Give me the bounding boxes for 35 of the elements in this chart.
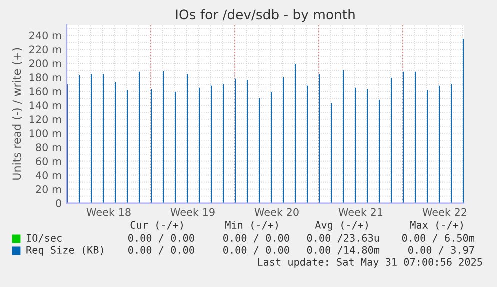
y-tick-label: 120 m bbox=[30, 116, 62, 124]
text: Max (-/+) bbox=[410, 221, 463, 230]
x-tick-label: Week 22 bbox=[422, 208, 467, 216]
y-tick-label: 240 m bbox=[30, 32, 62, 40]
legend-label: IO/sec bbox=[26, 234, 62, 243]
text: 0.00 / 0.00 bbox=[128, 246, 194, 255]
chart-title: IOs for /dev/sdb - by month bbox=[176, 9, 355, 22]
text: 0.00 / 0.00 bbox=[224, 246, 290, 255]
y-tick-label: 80 m bbox=[36, 144, 62, 152]
y-tick-label: 140 m bbox=[30, 102, 62, 110]
text: Cur (-/+) bbox=[130, 221, 183, 230]
text: 0.00 / 0.00 bbox=[128, 234, 194, 243]
legend-label: Req Size (KB) bbox=[26, 246, 104, 256]
x-tick-label: Week 21 bbox=[338, 208, 383, 216]
y-axis-title: Units read (-) / write (+) bbox=[12, 48, 22, 180]
text: Avg (-/+) bbox=[315, 221, 368, 231]
x-tick-label: Week 20 bbox=[254, 208, 299, 216]
y-tick-label: 60 m bbox=[36, 158, 62, 166]
text: 0.00 / 0.00 bbox=[224, 234, 290, 243]
text: 0.00 / 3.97 bbox=[408, 246, 474, 255]
text: 0.00 / 6.50m bbox=[402, 234, 475, 243]
y-tick-label: 40 m bbox=[36, 172, 62, 180]
y-tick-label: 20 m bbox=[36, 186, 62, 194]
x-tick-label: Week 18 bbox=[86, 208, 131, 216]
x-tick-label: Week 19 bbox=[170, 208, 215, 216]
y-tick-label: 180 m bbox=[30, 74, 62, 82]
y-tick-label: 220 m bbox=[30, 46, 62, 54]
text: 0.00 /14.80m bbox=[307, 246, 380, 255]
y-tick-label: 200 m bbox=[30, 60, 62, 68]
y-tick-label: 100 m bbox=[30, 130, 62, 138]
text: 0.00 /23.63u bbox=[307, 234, 380, 243]
text: Min (-/+) bbox=[226, 221, 278, 230]
y-tick-label: 160 m bbox=[30, 88, 62, 96]
y-tick-label: 0 bbox=[56, 200, 62, 208]
text: Last update: Sat May 31 07:00:56 2025 bbox=[258, 258, 482, 268]
